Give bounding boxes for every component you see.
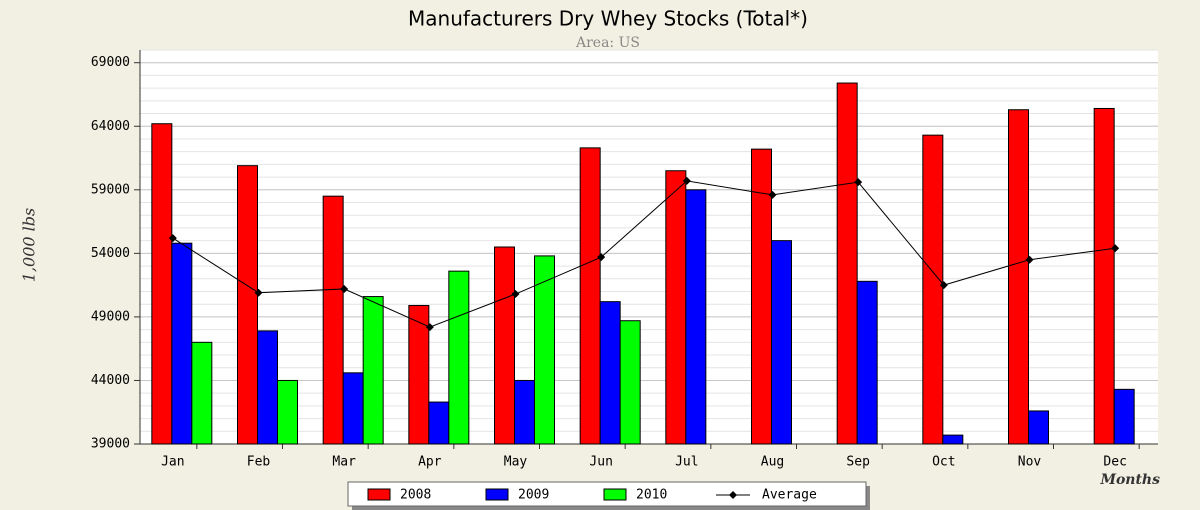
- bar: [1008, 109, 1029, 445]
- bar: [599, 301, 621, 445]
- y-tick-label: 39000: [91, 437, 130, 452]
- average-point: [854, 178, 863, 187]
- average-point: [425, 323, 434, 332]
- bar: [171, 242, 193, 445]
- legend-label: 2008: [400, 488, 431, 503]
- bar: [942, 434, 964, 445]
- bar: [277, 379, 298, 445]
- bar: [856, 280, 878, 445]
- bar: [619, 320, 641, 445]
- y-tick-label: 44000: [91, 373, 130, 388]
- bar: [579, 147, 601, 445]
- bar: [1093, 107, 1115, 445]
- average-point: [511, 290, 520, 299]
- x-tick-label: Jul: [675, 455, 698, 470]
- y-tick-label: 59000: [91, 182, 130, 197]
- bar: [151, 123, 173, 445]
- average-point: [1111, 244, 1120, 253]
- y-axis-label: 1,000 lbs: [20, 208, 39, 282]
- average-point: [939, 281, 948, 290]
- x-tick-label: Jun: [589, 455, 612, 470]
- average-point: [340, 284, 349, 293]
- y-tick-label: 69000: [91, 55, 130, 70]
- y-tick-label: 49000: [91, 309, 130, 324]
- x-tick-label: Apr: [418, 455, 442, 470]
- bar: [342, 372, 364, 445]
- bar: [494, 246, 515, 445]
- plot-area: [140, 50, 1158, 444]
- x-tick-label: Oct: [932, 455, 955, 470]
- average-point: [1025, 255, 1034, 264]
- average-point: [768, 190, 777, 199]
- bar: [448, 270, 470, 445]
- x-tick-label: Feb: [247, 455, 271, 470]
- bar: [685, 189, 707, 445]
- x-tick-label: Aug: [761, 455, 784, 470]
- average-line: [172, 180, 1116, 328]
- legend: 2008 2009 2010 Average: [347, 481, 870, 510]
- legend-swatch: [367, 488, 391, 501]
- bar: [922, 134, 944, 445]
- bar: [191, 341, 213, 445]
- legend-label: 2009: [518, 488, 549, 503]
- chart-title: Manufacturers Dry Whey Stocks (Total*): [408, 7, 808, 31]
- y-tick-label: 64000: [91, 119, 130, 134]
- y-tick-label: 54000: [91, 246, 130, 261]
- marks: Jan Feb Mar Apr May Jun Jul Aug Sep Oct Nov Dec: [151, 82, 1135, 470]
- x-axis-label: Months: [1099, 472, 1160, 488]
- x-tick-label: Nov: [1018, 455, 1042, 470]
- bar: [534, 255, 555, 445]
- bar: [836, 82, 858, 445]
- average-point: [682, 176, 691, 185]
- x-tick-label: May: [504, 455, 528, 470]
- bar: [1028, 410, 1049, 445]
- x-tick-label: Dec: [1103, 455, 1126, 470]
- average-point: [168, 234, 177, 243]
- bar: [1113, 388, 1135, 445]
- bar: [257, 330, 278, 445]
- bar: [237, 165, 258, 445]
- legend-label: Average: [762, 488, 817, 503]
- average-point: [597, 253, 606, 262]
- bar: [428, 401, 450, 445]
- legend-swatch: [485, 488, 509, 501]
- x-tick-label: Jan: [161, 455, 184, 470]
- average-point: [254, 288, 263, 297]
- bar: [322, 195, 344, 445]
- bar: [665, 170, 687, 445]
- x-tick-label: Mar: [332, 455, 356, 470]
- legend-marker: [729, 491, 737, 499]
- chart-subtitle: Area: US: [575, 35, 640, 51]
- bar: [408, 304, 430, 445]
- bar: [771, 240, 792, 445]
- x-tick-label: Sep: [846, 455, 870, 470]
- bar: [514, 379, 535, 445]
- bar: [362, 296, 384, 445]
- legend-swatch: [603, 488, 627, 501]
- legend-label: 2010: [636, 488, 667, 503]
